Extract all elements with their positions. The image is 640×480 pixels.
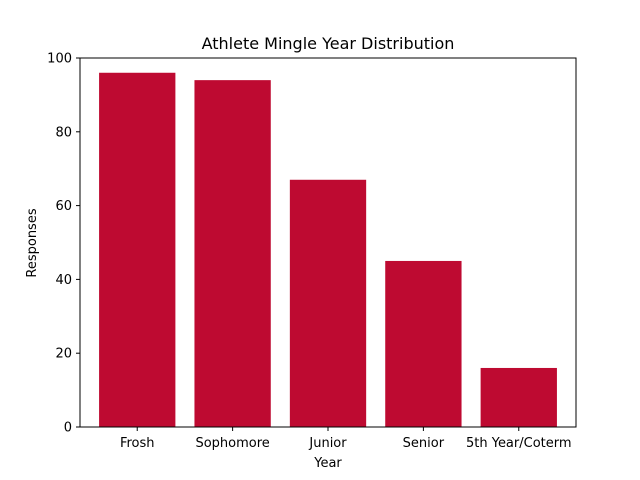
bar-1 (194, 80, 271, 427)
plot-frame (79, 57, 577, 428)
y-tick-label: 80 (55, 125, 72, 140)
bar-3 (385, 260, 462, 427)
y-tick-label: 100 (47, 52, 72, 67)
y-tick-label: 20 (55, 347, 72, 362)
x-tick-label: Frosh (120, 436, 155, 451)
x-tick-label: Senior (403, 436, 445, 451)
bar-0 (99, 72, 176, 427)
bar-4 (480, 367, 557, 427)
y-tick-label: 0 (64, 421, 72, 436)
x-tick-label: Sophomore (195, 436, 269, 451)
x-tick-label: Junior (308, 436, 347, 451)
y-axis-label: Responses (25, 208, 40, 277)
y-tick-label: 40 (55, 273, 72, 288)
bar-2 (289, 179, 367, 427)
y-tick-label: 60 (55, 199, 72, 214)
chart-title: Athlete Mingle Year Distribution (202, 34, 455, 53)
y-axis-ticks: 0 20 40 60 80 100 (47, 52, 80, 436)
x-tick-label: 5th Year/Coterm (466, 436, 572, 451)
x-axis-label: Year (313, 456, 342, 471)
x-axis-ticks: Frosh Sophomore Junior Senior 5th Year/Coter… (120, 427, 572, 451)
bars-group (99, 72, 557, 427)
